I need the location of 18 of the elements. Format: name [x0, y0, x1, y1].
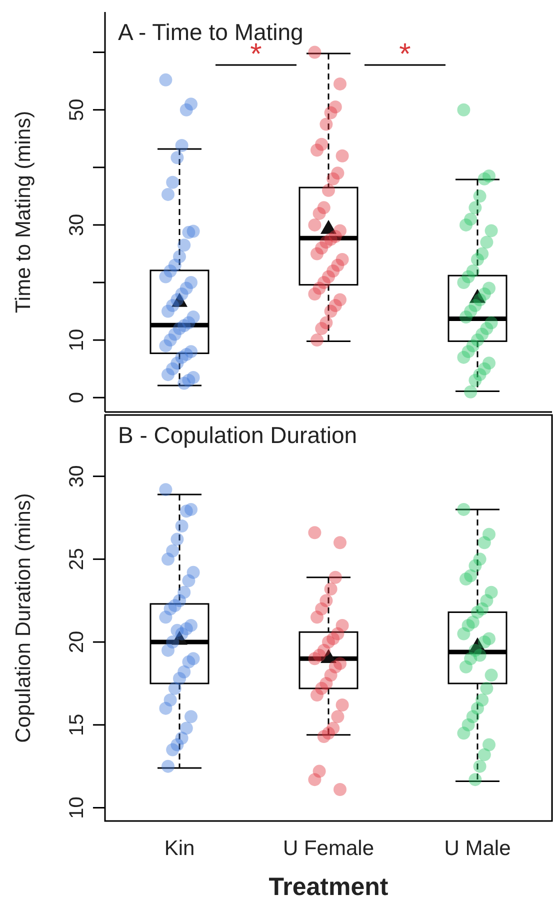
y-axis-title: Copulation Duration (mins): [12, 493, 35, 743]
y-tick-label: 30: [66, 465, 88, 488]
annotation: *: [399, 38, 412, 71]
y-tick-label: 30: [66, 214, 88, 236]
y-tick-label: 50: [66, 98, 88, 121]
y-tick-label: 10: [66, 328, 88, 352]
y-tick-label: 25: [66, 548, 88, 570]
y-axis-title: Time to Mating (mins): [12, 110, 35, 314]
y-tick-label: 20: [66, 630, 88, 654]
chart-title: A - Time to Mating: [118, 19, 304, 45]
x-tick-label: U Female: [282, 837, 374, 860]
y-tick-label: 10: [66, 796, 88, 819]
x-tick-label: U Male: [444, 837, 511, 860]
chart-title: B - Copulation Duration: [118, 422, 358, 448]
y-tick-label: 15: [66, 714, 88, 736]
y-tick-label: 0: [66, 392, 88, 404]
x-axis-title: Treatment: [268, 873, 389, 901]
x-tick-label: Kin: [164, 837, 195, 860]
